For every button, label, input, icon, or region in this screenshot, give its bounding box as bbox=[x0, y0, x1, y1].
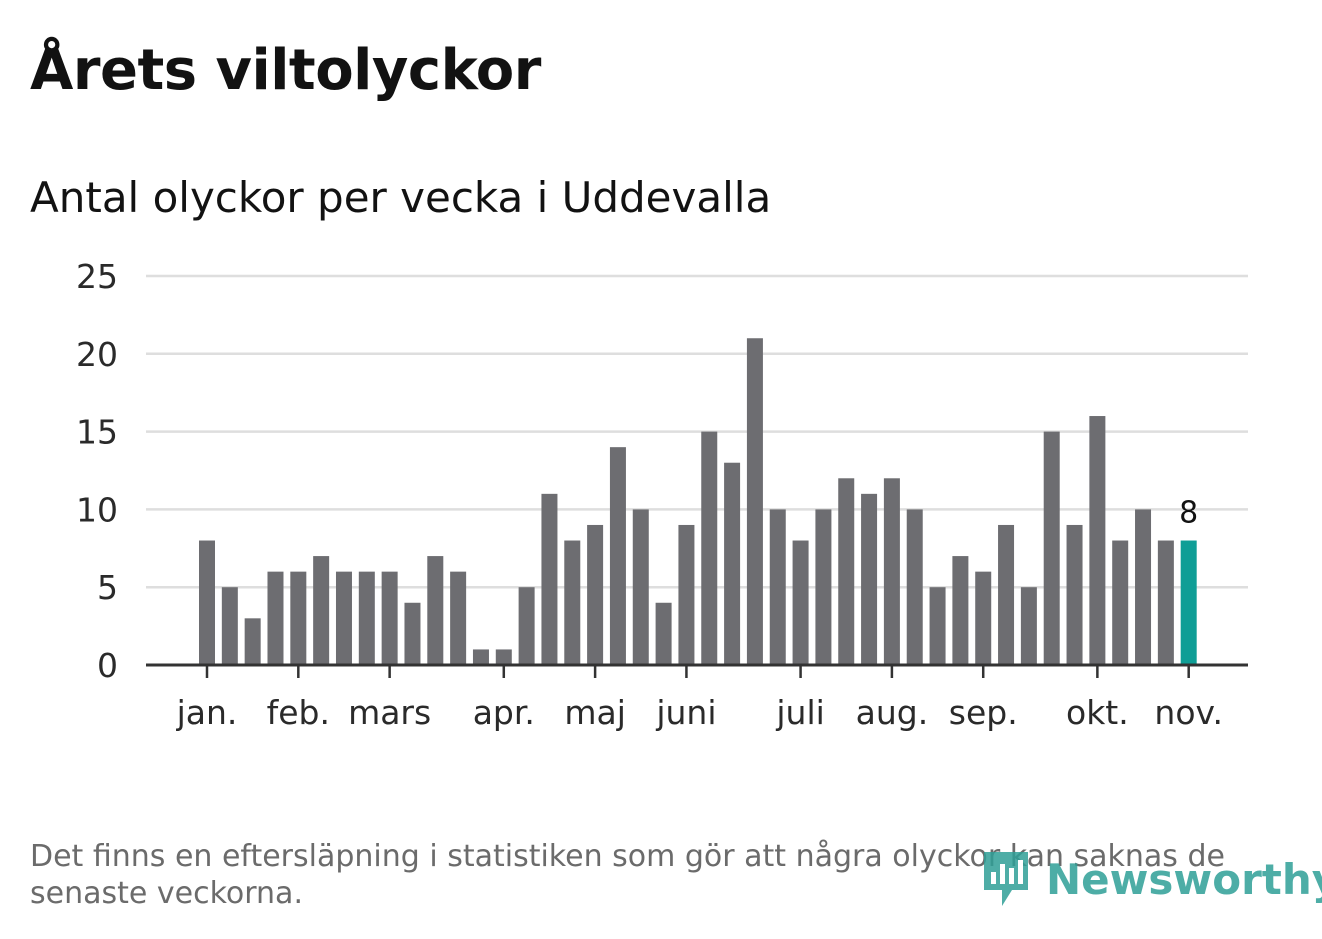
bar bbox=[861, 493, 878, 665]
bar bbox=[655, 602, 672, 665]
y-tick-label: 20 bbox=[76, 335, 118, 374]
bar bbox=[883, 478, 900, 665]
newsworthy-logo-icon bbox=[984, 852, 1028, 906]
y-tick-label: 0 bbox=[97, 646, 118, 685]
x-tick-label: maj bbox=[564, 693, 626, 732]
bar bbox=[906, 509, 923, 665]
bar bbox=[290, 571, 307, 665]
bar bbox=[587, 524, 604, 665]
bar bbox=[632, 509, 649, 665]
bar bbox=[427, 556, 444, 665]
x-tick-label: nov. bbox=[1154, 693, 1223, 732]
bar bbox=[769, 509, 786, 665]
bar bbox=[1157, 540, 1174, 665]
x-tick-label: jan. bbox=[176, 693, 238, 732]
x-tick-label: sep. bbox=[949, 693, 1018, 732]
x-tick-label: apr. bbox=[473, 693, 535, 732]
bar bbox=[381, 571, 398, 665]
bar bbox=[404, 602, 421, 665]
bar bbox=[450, 571, 467, 665]
bar bbox=[1066, 524, 1083, 665]
bar bbox=[838, 478, 855, 665]
bar bbox=[564, 540, 581, 665]
chart-subtitle: Antal olyckor per vecka i Uddevalla bbox=[30, 173, 772, 222]
bars bbox=[199, 338, 1197, 665]
y-axis-ticks: 0 5 10 15 20 25 bbox=[76, 257, 118, 685]
y-tick-label: 10 bbox=[76, 490, 118, 529]
x-tick-label: okt. bbox=[1066, 693, 1129, 732]
x-tick-label: aug. bbox=[856, 693, 929, 732]
x-tick-label: juni bbox=[655, 693, 716, 732]
y-tick-label: 15 bbox=[76, 413, 118, 452]
bar bbox=[929, 587, 946, 665]
bar bbox=[541, 493, 558, 665]
x-axis: jan. feb. mars apr. maj juni juli aug. sep. okt. n… bbox=[146, 663, 1248, 732]
bar bbox=[815, 509, 832, 665]
bar bbox=[952, 556, 969, 665]
bar bbox=[1135, 509, 1152, 665]
bar bbox=[1089, 416, 1106, 665]
bar bbox=[495, 649, 512, 665]
bar bbox=[975, 571, 992, 665]
brand-name: Newsworthy bbox=[1046, 854, 1322, 904]
y-tick-label: 25 bbox=[76, 257, 118, 296]
bar bbox=[1180, 540, 1197, 665]
bar bbox=[313, 556, 330, 665]
y-tick-label: 5 bbox=[97, 568, 118, 607]
data-labels: 8 bbox=[1179, 496, 1198, 531]
chart-title: Årets viltolyckor bbox=[30, 38, 541, 103]
x-tick-label: juli bbox=[775, 693, 824, 732]
bar bbox=[746, 338, 763, 665]
highlight-value-label: 8 bbox=[1179, 496, 1198, 531]
x-tick-label: feb. bbox=[267, 693, 330, 732]
bar bbox=[724, 462, 741, 665]
bar bbox=[792, 540, 809, 665]
bar bbox=[244, 618, 261, 665]
bar bbox=[267, 571, 284, 665]
bar bbox=[518, 587, 535, 665]
bar bbox=[1043, 431, 1060, 665]
bar bbox=[998, 524, 1015, 665]
bar bbox=[1112, 540, 1129, 665]
bar bbox=[221, 587, 238, 665]
bar bbox=[335, 571, 352, 665]
bar bbox=[472, 649, 489, 665]
gridlines bbox=[146, 274, 1248, 589]
bar bbox=[358, 571, 375, 665]
bar bbox=[678, 524, 695, 665]
bar bbox=[1020, 587, 1037, 665]
bar bbox=[701, 431, 718, 665]
bar-chart: 0 5 10 15 20 25 jan. feb. mars apr. maj juni juli au… bbox=[76, 257, 1248, 732]
bar bbox=[609, 447, 626, 665]
x-tick-label: mars bbox=[348, 693, 431, 732]
brand-logo[interactable]: Newsworthy bbox=[980, 846, 1322, 912]
bar bbox=[199, 540, 215, 665]
